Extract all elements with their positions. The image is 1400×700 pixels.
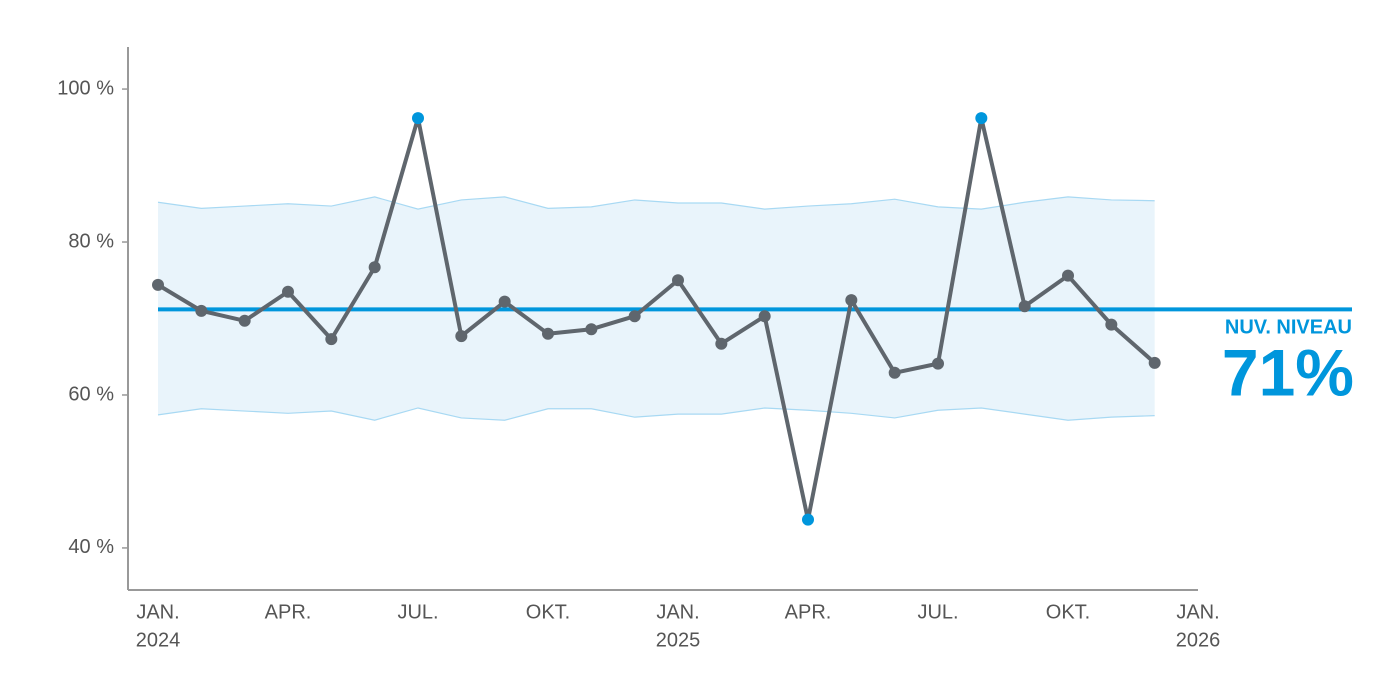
data-point: [932, 357, 944, 370]
level-title: NUV. NIVEAU: [1225, 316, 1352, 338]
data-point: [672, 274, 684, 287]
outlier-point: [975, 112, 988, 125]
data-point: [585, 323, 598, 336]
data-point: [1062, 269, 1074, 282]
x-tick-year: 2024: [136, 629, 181, 651]
data-point: [1105, 318, 1118, 331]
x-tick-year: 2025: [656, 629, 701, 651]
data-point: [368, 261, 381, 274]
y-tick-label: 80 %: [68, 230, 114, 252]
level-label: 71%: [1222, 335, 1354, 409]
data-point: [152, 278, 164, 291]
data-point: [715, 337, 728, 350]
x-tick-label: JUL.: [917, 601, 958, 623]
y-tick-label: 60 %: [68, 383, 114, 405]
band-edge: [157, 407, 1155, 421]
data-point: [845, 294, 858, 307]
y-tick-label: 100 %: [57, 77, 114, 99]
data-point: [195, 304, 208, 317]
data-point: [325, 333, 338, 346]
data-point: [542, 327, 554, 340]
x-tick-label: APR.: [785, 601, 832, 623]
data-point: [238, 314, 251, 327]
x-tick-label: OKT.: [1046, 601, 1090, 623]
data-point: [758, 310, 771, 323]
x-tick-label: OKT.: [526, 601, 570, 623]
x-tick-label: APR.: [265, 601, 312, 623]
x-tick-year: 2026: [1176, 629, 1221, 651]
outlier-point: [412, 112, 424, 125]
data-point: [498, 295, 511, 308]
data-point: [455, 330, 468, 343]
data-point: [282, 285, 294, 298]
x-tick-label: JAN.: [656, 601, 699, 623]
outlier-point: [802, 513, 814, 526]
data-point: [1018, 300, 1031, 313]
data-point: [628, 310, 641, 323]
data-point: [1148, 356, 1161, 369]
band-edge: [157, 196, 1155, 210]
x-tick-label: JUL.: [397, 601, 438, 623]
x-tick-label: JAN.: [1176, 601, 1219, 623]
series-line: [156, 116, 1156, 522]
x-tick-label: JAN.: [136, 601, 179, 623]
y-tick-label: 40 %: [68, 536, 114, 558]
data-point: [888, 366, 901, 379]
